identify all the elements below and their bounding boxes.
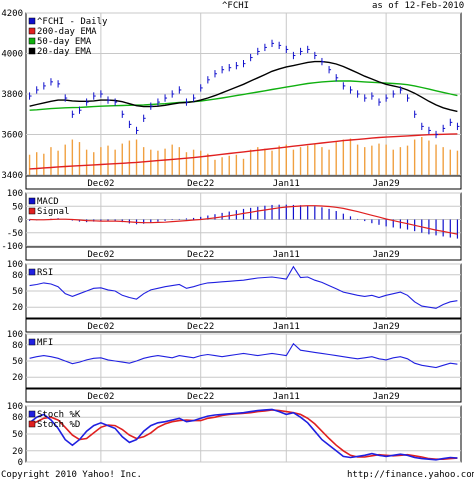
date-axis-row-2 xyxy=(25,318,462,333)
signal-line xyxy=(29,205,458,235)
rsi-line xyxy=(29,265,458,309)
price-y-tick-label: 4000 xyxy=(1,50,23,60)
stoch-y-tick-label: 80 xyxy=(12,413,23,423)
price-y-tick-label: 3800 xyxy=(1,90,23,100)
price-y-tick-label: 3400 xyxy=(1,171,23,181)
date-axis-row-1 xyxy=(25,246,462,261)
rsi-legend-swatch xyxy=(28,268,36,276)
x-tick-label: Dec02 xyxy=(87,322,114,332)
source-url: http://finance.yahoo.com/ xyxy=(347,470,474,480)
x-tick-label: Dec02 xyxy=(87,250,114,260)
macd-y-tick-label: -100 xyxy=(1,242,23,252)
x-tick-label: Jan11 xyxy=(273,250,300,260)
price-legend-swatch xyxy=(28,37,36,45)
ema20-line xyxy=(29,60,458,113)
macd-y-tick-label: 50 xyxy=(12,202,23,212)
macd-y-tick-label: 0 xyxy=(18,216,23,226)
x-tick-label: Dec22 xyxy=(187,392,214,402)
date-axis-row-0 xyxy=(25,175,462,190)
macd-y-tick-label: 100 xyxy=(7,189,23,199)
stoch-y-tick-label: 0 xyxy=(18,458,23,468)
mfi-legend-swatch xyxy=(28,338,36,346)
ema50-line xyxy=(29,80,458,111)
rsi-y-tick-label: 80 xyxy=(12,271,23,281)
rsi-y-tick-label: 100 xyxy=(7,260,23,270)
macd-legend-swatch xyxy=(28,207,36,215)
x-tick-label: Jan11 xyxy=(273,179,300,189)
x-tick-label: Jan11 xyxy=(273,322,300,332)
copyright-text: Copyright 2010 Yahoo! Inc. xyxy=(1,470,142,480)
rsi-legend-label: RSI xyxy=(37,268,53,278)
mfi-y-tick-label: 100 xyxy=(7,330,23,340)
date-axis-row-3 xyxy=(25,388,462,403)
price-y-tick-label: 3600 xyxy=(1,131,23,141)
stoch-y-tick-label: 100 xyxy=(7,402,23,412)
x-tick-label: Dec02 xyxy=(87,179,114,189)
rsi-y-tick-label: 50 xyxy=(12,287,23,297)
chart-symbol-title: ^FCHI xyxy=(222,1,250,11)
rsi-y-tick-label: 20 xyxy=(12,303,23,313)
stoch-legend-label: Stoch %D xyxy=(37,420,80,430)
as-of-date: as of 12-Feb-2010 xyxy=(372,1,465,11)
macd-legend-label: MACD xyxy=(37,197,59,207)
stoch-legend-swatch xyxy=(28,420,36,428)
macd-legend-swatch xyxy=(28,197,36,205)
stoch-y-tick-label: 50 xyxy=(12,430,23,440)
stoch-legend-swatch xyxy=(28,410,36,418)
x-tick-label: Jan11 xyxy=(273,392,300,402)
mfi-y-tick-label: 50 xyxy=(12,357,23,367)
price-legend-swatch xyxy=(28,17,36,25)
x-tick-label: Jan29 xyxy=(373,250,400,260)
stoch-y-tick-label: 20 xyxy=(12,447,23,457)
x-tick-label: Dec02 xyxy=(87,392,114,402)
price-legend-label: 20-day EMA xyxy=(37,47,92,57)
mfi-legend-label: MFI xyxy=(37,338,53,348)
price-legend-swatch xyxy=(28,47,36,55)
x-tick-label: Dec22 xyxy=(187,322,214,332)
stoch-k-line xyxy=(29,408,458,461)
price-legend-label: 200-day EMA xyxy=(37,27,97,37)
macd-y-tick-label: -50 xyxy=(7,229,23,239)
x-tick-label: Dec22 xyxy=(187,250,214,260)
price-legend-label: 50-day EMA xyxy=(37,37,92,47)
x-tick-label: Jan29 xyxy=(373,322,400,332)
x-tick-label: Dec22 xyxy=(187,179,214,189)
mfi-y-tick-label: 20 xyxy=(12,373,23,383)
stoch-legend-label: Stoch %K xyxy=(37,410,81,420)
mfi-line xyxy=(29,342,458,369)
mfi-y-tick-label: 80 xyxy=(12,341,23,351)
x-tick-label: Jan29 xyxy=(373,392,400,402)
price-y-tick-label: 4200 xyxy=(1,9,23,19)
price-legend-swatch xyxy=(28,27,36,35)
x-tick-label: Jan29 xyxy=(373,179,400,189)
ema200-line xyxy=(29,133,458,170)
price-legend-label: ^FCHI - Daily xyxy=(37,17,108,27)
macd-legend-label: Signal xyxy=(37,207,70,217)
